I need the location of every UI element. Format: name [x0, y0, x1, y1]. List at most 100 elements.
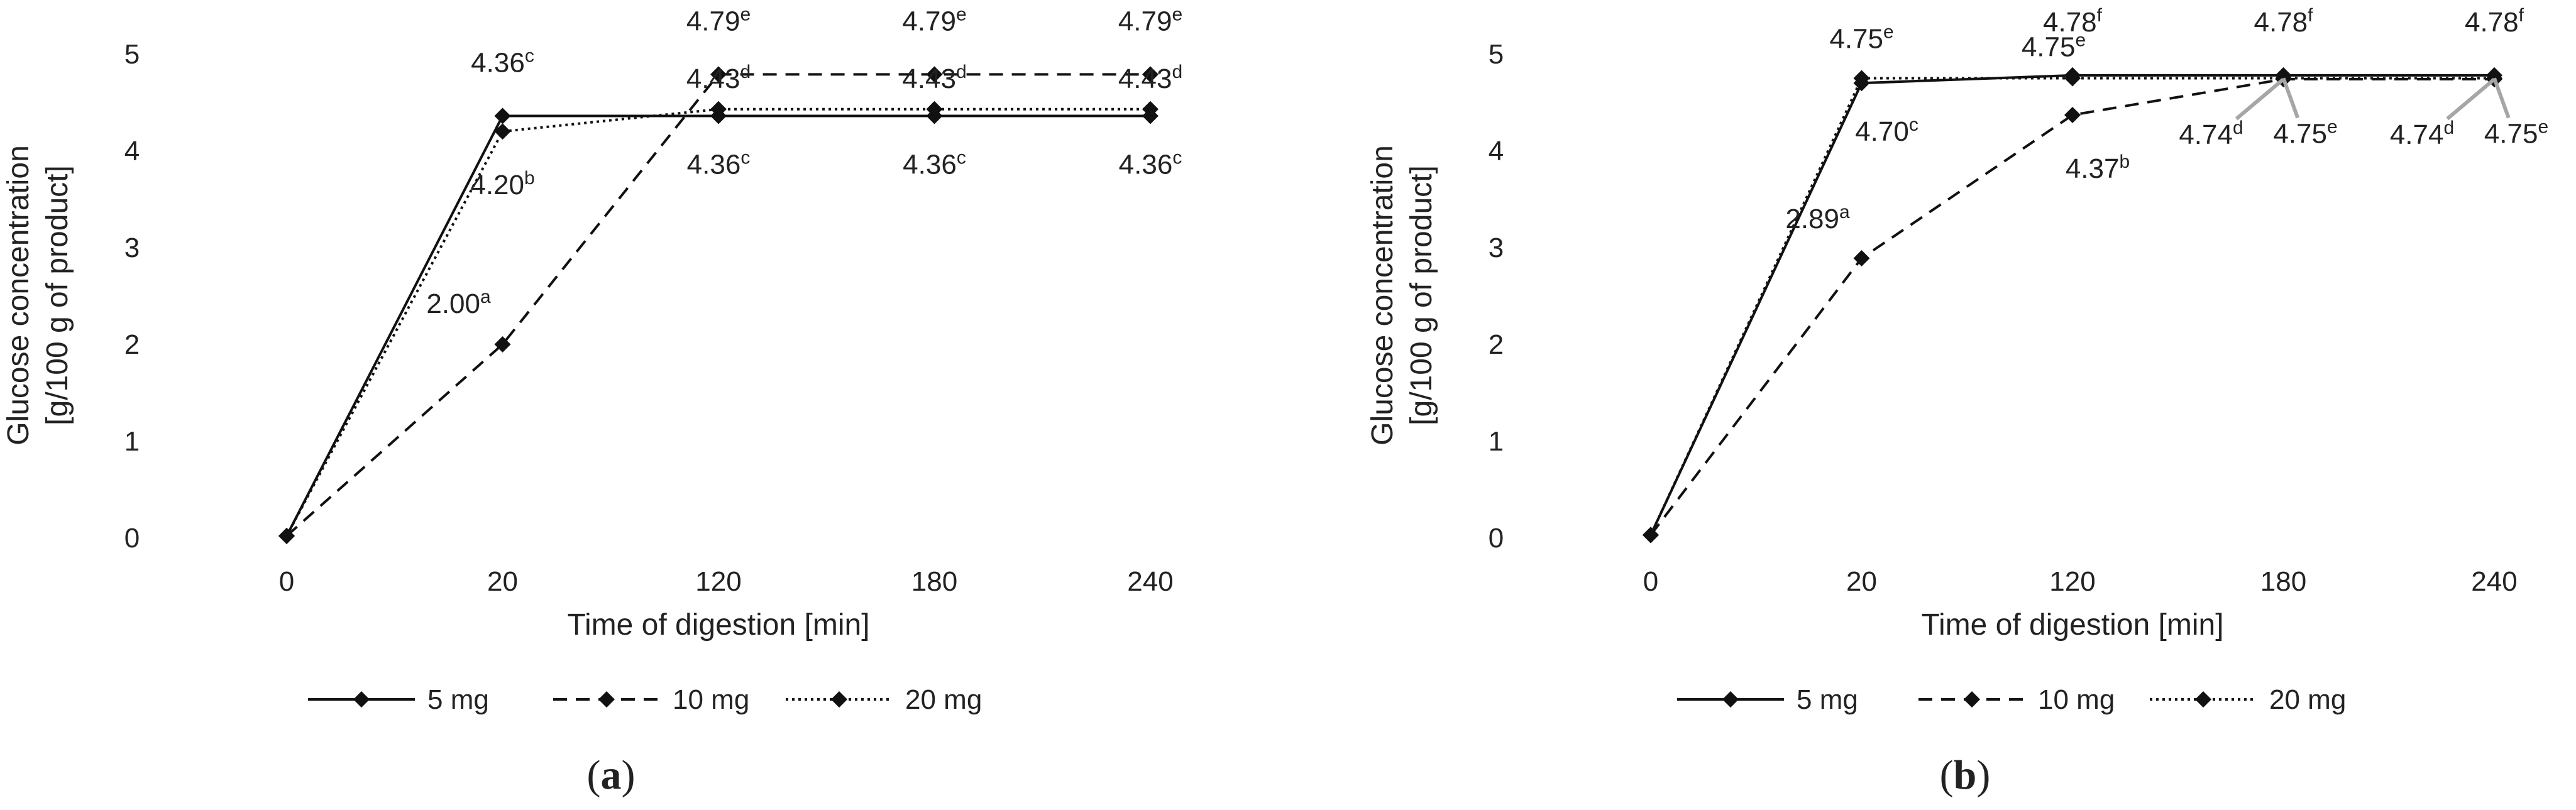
x-tick-label: 0: [1643, 566, 1658, 597]
data-label-superscript: e: [2075, 30, 2086, 51]
data-point-20mg: [278, 527, 295, 544]
data-label-value: 4.37: [2066, 153, 2120, 184]
x-tick-label: 20: [487, 566, 518, 597]
x-tick-label: 180: [911, 566, 957, 597]
y-tick-label: 5: [124, 39, 140, 70]
y-tick-label: 3: [1489, 233, 1504, 263]
label-leader-line: [2446, 77, 2496, 121]
legend-marker: [1722, 691, 1739, 708]
data-label-value: 4.43: [686, 63, 740, 94]
panel-label: (a): [587, 752, 636, 798]
data-point-20mg: [1853, 70, 1870, 87]
data-label-value: 4.75: [2484, 119, 2538, 150]
data-label: 4.78f: [2254, 5, 2314, 38]
data-label-value: 4.70: [1855, 116, 1909, 147]
y-axis-title: Glucose concentration: [1366, 145, 1399, 446]
data-label: 4.43d: [902, 62, 966, 94]
y-axis-title-units: [g/100 g of product]: [41, 165, 74, 425]
data-point-20mg: [926, 101, 943, 118]
data-point-10mg: [710, 66, 727, 83]
data-label: 4.75e: [2273, 117, 2337, 150]
x-axis-title: Time of digestion [min]: [567, 608, 869, 642]
x-tick-label: 180: [2260, 566, 2306, 597]
legend-label: 10 mg: [673, 684, 749, 715]
data-label-superscript: d: [2233, 118, 2243, 138]
y-axis-title: Glucose concentration: [2, 145, 35, 446]
data-label: 4.79e: [902, 4, 966, 36]
data-label: 4.36c: [903, 148, 966, 180]
data-label: 4.75e: [1829, 22, 1893, 55]
data-label-value: 4.20: [470, 170, 524, 200]
series-line-20mg: [285, 107, 1150, 537]
data-label-value: 4.43: [1118, 63, 1172, 94]
y-tick-label: 0: [124, 523, 140, 554]
panel-a-chart: 0 1 2 3 4 5 0 20 120 180 240 Glucose concentration[…: [2, 4, 1182, 798]
legend-label: 5 mg: [427, 684, 489, 715]
legend-marker: [2195, 691, 2211, 708]
data-label-value: 4.78: [2043, 7, 2097, 38]
data-point-10mg: [1853, 249, 1870, 266]
data-label-value: 4.36: [471, 48, 525, 79]
data-label-superscript: a: [1839, 202, 1850, 222]
y-axis-title-units: [g/100 g of product]: [1405, 165, 1438, 425]
data-label-superscript: e: [1172, 4, 1182, 25]
series-line-20mg: [1649, 77, 2494, 536]
data-label: 4.75e: [2022, 30, 2086, 63]
legend-label: 20 mg: [2269, 684, 2346, 715]
data-label: 4.20b: [470, 168, 534, 200]
series-line-10mg: [1649, 78, 2494, 536]
y-tick-label: 4: [1489, 136, 1504, 167]
data-point-20mg: [494, 123, 511, 140]
panel-b-chart: 0 1 2 3 4 5 0 20 120 180 240 Glucose concentration[…: [1366, 5, 2548, 798]
data-label-value: 2.00: [426, 288, 480, 319]
data-label-value: 4.74: [2179, 119, 2233, 150]
label-leader-line: [2281, 77, 2300, 119]
data-label-value: 4.79: [686, 6, 740, 36]
data-point-10mg: [1142, 66, 1159, 83]
legend-label: 10 mg: [2038, 684, 2115, 715]
data-label: 4.36c: [687, 148, 751, 180]
y-tick-label: 0: [1489, 523, 1504, 554]
data-label-superscript: b: [524, 168, 535, 189]
data-point-10mg: [2064, 107, 2081, 124]
data-point-20mg: [1142, 101, 1159, 118]
data-label-superscript: c: [525, 46, 534, 67]
data-label: 4.37b: [2066, 151, 2130, 184]
data-label-superscript: d: [956, 62, 967, 82]
data-label: 4.70c: [1855, 114, 1918, 147]
panel-label: (b): [1940, 752, 1991, 798]
data-label-superscript: b: [2119, 151, 2130, 172]
data-label-value: 2.89: [1785, 204, 1839, 234]
x-tick-label: 240: [2471, 566, 2517, 597]
data-label-superscript: d: [740, 62, 751, 82]
data-label: 4.36c: [1119, 148, 1182, 180]
data-label-superscript: e: [740, 4, 751, 25]
y-tick-label: 5: [1489, 39, 1504, 70]
data-label: 2.00a: [426, 287, 491, 319]
data-label-superscript: f: [2308, 5, 2313, 26]
data-label-value: 4.75: [2273, 119, 2327, 150]
data-label-value: 4.36: [1119, 150, 1173, 180]
y-tick-label: 2: [1489, 329, 1504, 360]
data-label-superscript: e: [1883, 22, 1894, 43]
data-label: 4.79e: [686, 4, 751, 36]
y-tick-label: 2: [124, 329, 140, 360]
data-label-value: 4.36: [687, 150, 741, 180]
data-label-superscript: e: [956, 4, 967, 25]
data-label-superscript: c: [1909, 114, 1918, 135]
x-tick-label: 120: [2049, 566, 2095, 597]
data-label-value: 4.79: [902, 6, 956, 36]
data-label-superscript: d: [1172, 62, 1182, 82]
label-leader-line: [2492, 77, 2511, 119]
data-label: 2.89a: [1785, 202, 1850, 234]
data-label-superscript: f: [2097, 5, 2103, 26]
x-axis-title: Time of digestion [min]: [1921, 608, 2223, 642]
data-label: 4.36c: [471, 46, 534, 79]
data-label-value: 4.78: [2254, 7, 2308, 38]
data-label: 4.79e: [1118, 4, 1182, 36]
data-label-superscript: d: [2443, 118, 2454, 138]
data-point-20mg: [2064, 70, 2081, 87]
data-point-10mg: [926, 66, 943, 83]
data-label-value: 4.36: [903, 150, 957, 180]
